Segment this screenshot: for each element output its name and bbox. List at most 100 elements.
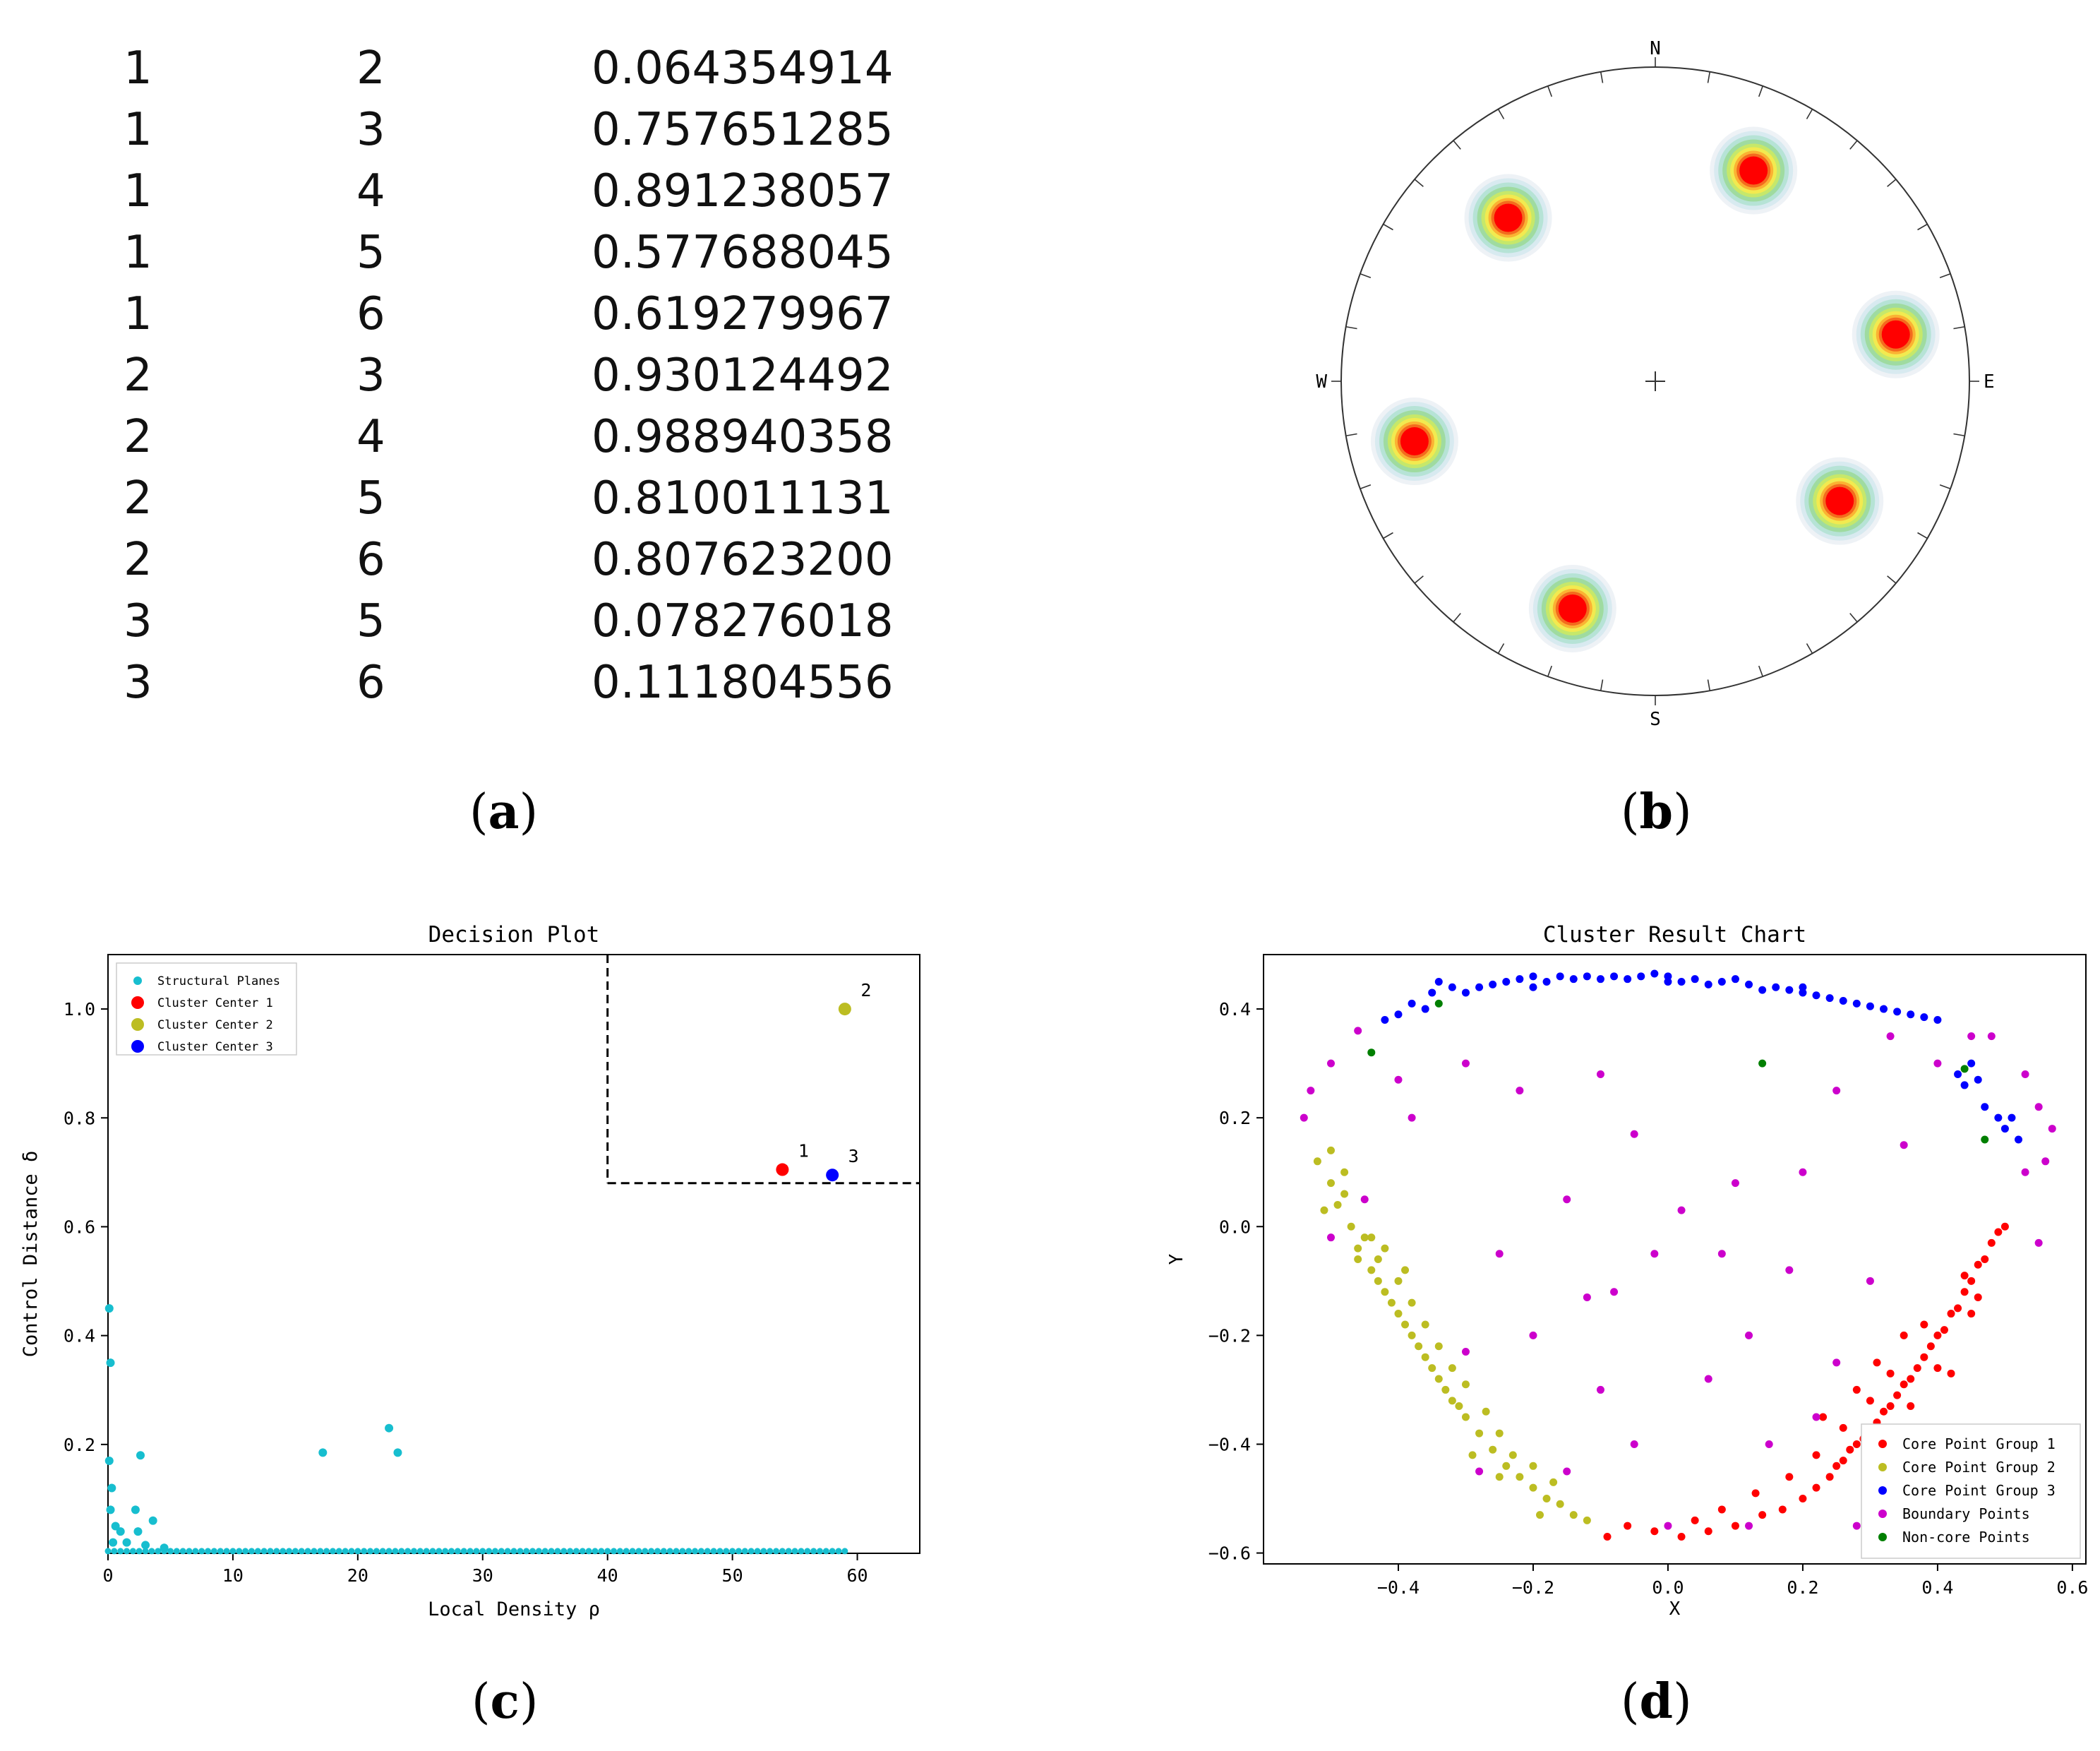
cluster-point xyxy=(1880,1005,1888,1013)
x-tick-label: 20 xyxy=(347,1565,368,1586)
legend-marker xyxy=(131,1018,144,1031)
cluster-point xyxy=(1313,1157,1321,1166)
table-value: 0.757651285 xyxy=(592,104,894,156)
structural-plane-point xyxy=(161,1548,168,1555)
cluster-point xyxy=(1940,1326,1948,1334)
cluster-point xyxy=(1677,1532,1686,1541)
tick-mark xyxy=(1939,273,1951,279)
structural-plane-point xyxy=(254,1548,261,1555)
structural-plane-point xyxy=(729,1548,736,1555)
structural-plane-point xyxy=(716,1548,724,1555)
cluster-point xyxy=(1354,1244,1362,1253)
cluster-point xyxy=(2000,1222,2009,1231)
tick-mark xyxy=(1453,140,1461,150)
cluster-point xyxy=(1650,1527,1659,1536)
cluster-point xyxy=(1408,1113,1416,1122)
table-to: 3 xyxy=(356,104,385,156)
cluster-point xyxy=(1394,1075,1403,1084)
cluster-point xyxy=(1704,980,1712,988)
cluster-point xyxy=(1825,1473,1834,1481)
structural-plane-point xyxy=(816,1548,823,1555)
cluster-point xyxy=(1907,1010,1915,1019)
cluster-center-point xyxy=(838,1003,851,1016)
structural-plane-point xyxy=(479,1548,486,1555)
structural-plane-point xyxy=(460,1548,467,1555)
cluster-point xyxy=(1664,972,1672,981)
cluster-point xyxy=(1360,1233,1369,1242)
structural-plane-point xyxy=(260,1548,268,1555)
structural-plane-point xyxy=(510,1548,517,1555)
structural-plane-point xyxy=(592,1548,599,1555)
cluster-point xyxy=(1691,1516,1699,1524)
cluster-point xyxy=(1461,1413,1470,1421)
cluster-point xyxy=(1583,1293,1591,1301)
table-value: 0.930124492 xyxy=(592,349,894,402)
cluster-point xyxy=(1354,1027,1362,1035)
cluster-point xyxy=(1981,1135,1989,1144)
cluster-point xyxy=(1489,1445,1497,1454)
cluster-point xyxy=(1913,1364,1921,1373)
cluster-point xyxy=(1415,1342,1423,1351)
cluster-point xyxy=(1401,1266,1410,1274)
tick-mark xyxy=(1497,643,1505,654)
series-non-core-points xyxy=(1367,999,1989,1144)
cluster-point xyxy=(1650,969,1659,978)
cluster-point xyxy=(1367,1048,1376,1057)
table-to: 3 xyxy=(356,349,385,402)
cluster-point xyxy=(1347,1222,1355,1231)
cluster-point xyxy=(1920,1013,1928,1022)
center-label: 1 xyxy=(798,1141,809,1161)
cluster-point xyxy=(1839,1423,1847,1432)
caption-d: (d) xyxy=(1621,1673,1692,1730)
cluster-point xyxy=(1360,1195,1369,1204)
cluster-point xyxy=(1434,1375,1443,1383)
tick-mark xyxy=(1953,325,1965,330)
structural-plane-point xyxy=(398,1548,405,1555)
cluster-point xyxy=(1731,1522,1739,1530)
cluster-point xyxy=(1907,1402,1915,1411)
table-from: 2 xyxy=(124,534,152,586)
structural-plane-point xyxy=(335,1548,342,1555)
density-contour xyxy=(1494,203,1523,232)
structural-plane-point xyxy=(148,1516,157,1525)
structural-plane-point xyxy=(317,1548,324,1555)
structural-plane-point xyxy=(109,1538,118,1547)
structural-plane-point xyxy=(373,1548,380,1555)
cluster-point xyxy=(1772,983,1780,991)
cluster-point xyxy=(1596,1070,1604,1079)
plot-frame xyxy=(1263,954,2087,1565)
structural-plane-point xyxy=(785,1548,792,1555)
tick-mark xyxy=(1806,109,1813,119)
cluster-point xyxy=(1893,1008,1902,1016)
cluster-point xyxy=(1408,1331,1416,1339)
cluster-point xyxy=(1677,1206,1686,1214)
tick-mark xyxy=(1383,532,1393,539)
cluster-point xyxy=(1448,1364,1456,1373)
cluster-point xyxy=(1461,1347,1470,1356)
tick-mark xyxy=(1806,643,1813,654)
cluster-point xyxy=(1852,1385,1861,1394)
table-from: 2 xyxy=(124,349,152,402)
x-tick-label: 60 xyxy=(846,1565,868,1586)
cluster-point xyxy=(1758,986,1767,994)
cluster-point xyxy=(1947,1369,1955,1378)
tick-mark xyxy=(1953,433,1965,437)
cluster-point xyxy=(1886,1402,1895,1411)
structural-plane-point xyxy=(367,1548,374,1555)
caption-c: (c) xyxy=(472,1673,539,1730)
density-contour xyxy=(1739,156,1768,185)
stereonet-plot: N S E W xyxy=(1316,38,1994,730)
structural-plane-point xyxy=(107,1483,116,1493)
cluster-point xyxy=(1967,1277,1976,1285)
tick-mark xyxy=(1917,532,1928,539)
cluster-point xyxy=(1428,988,1436,997)
cluster-point xyxy=(1839,996,1847,1005)
density-contour xyxy=(1881,320,1910,349)
structural-plane-point xyxy=(572,1548,580,1555)
legend-marker xyxy=(131,996,144,1009)
cluster-point xyxy=(1994,1113,2003,1122)
structural-plane-point xyxy=(623,1548,630,1555)
cluster-point xyxy=(1333,1200,1342,1209)
cluster-point xyxy=(1434,999,1443,1008)
structural-plane-point xyxy=(217,1548,224,1555)
